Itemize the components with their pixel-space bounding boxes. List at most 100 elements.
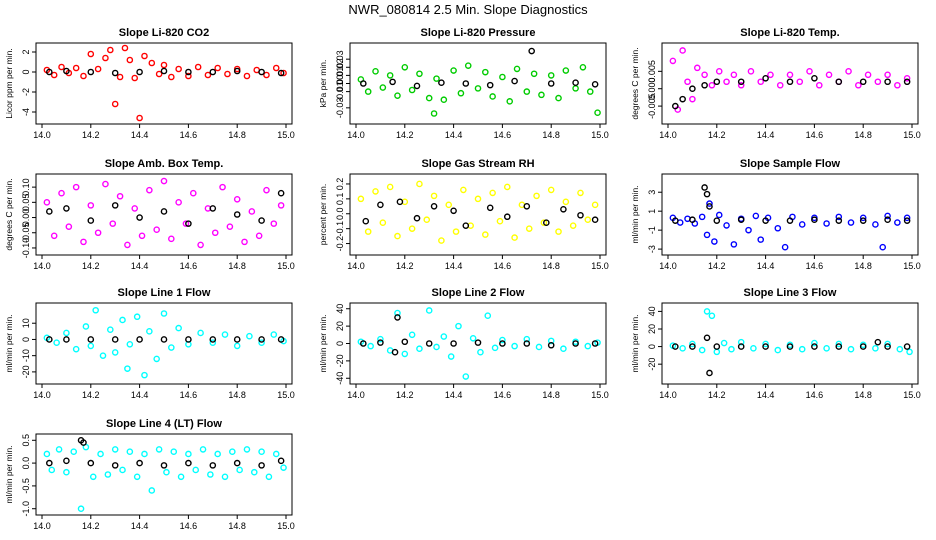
data-point — [170, 448, 178, 455]
highlight-point — [572, 79, 579, 86]
data-point — [715, 211, 723, 219]
data-point — [197, 329, 204, 337]
data-point — [669, 57, 677, 65]
chart-title: Slope Line 4 (LT) Flow — [106, 418, 222, 430]
highlight-point — [377, 339, 384, 346]
highlight-point — [258, 217, 265, 224]
chart-panel-5: Slope Gas Stream RH 14.0 14.2 14.4 14.6 14.8 1… — [318, 158, 609, 271]
highlight-point — [87, 459, 95, 467]
data-point — [728, 345, 735, 353]
highlight-point — [703, 190, 711, 198]
data-point — [560, 345, 567, 353]
data-point — [386, 72, 394, 79]
highlight-point — [486, 81, 494, 89]
y-tick-label: 0.03 — [335, 50, 345, 68]
data-point — [762, 340, 769, 348]
data-point — [401, 63, 409, 71]
y-tick-label: 0.00 — [335, 75, 345, 93]
data-point — [250, 468, 258, 476]
data-point — [221, 331, 229, 338]
data-point — [372, 188, 379, 195]
data-point — [82, 323, 90, 330]
highlight-point — [547, 80, 555, 87]
highlight-point — [859, 217, 867, 224]
data-point — [457, 89, 465, 97]
highlight-point — [672, 102, 679, 110]
highlight-point — [63, 457, 70, 465]
data-point — [168, 73, 175, 81]
data-point — [141, 450, 148, 458]
data-point — [163, 468, 170, 476]
chart-panel-6: Slope Sample Flow 14.0 14.2 14.4 14.6 14.8 15.… — [630, 158, 921, 271]
x-tick-label: 14.0 — [659, 130, 677, 140]
data-point — [65, 223, 73, 230]
data-point — [258, 448, 265, 455]
data-point — [270, 331, 278, 338]
data-point — [209, 339, 217, 346]
data-point — [538, 91, 545, 99]
data-point — [233, 195, 241, 203]
data-point — [872, 345, 879, 352]
highlight-point — [136, 336, 143, 343]
data-point — [906, 348, 913, 356]
data-point — [97, 450, 104, 458]
data-point — [272, 64, 280, 72]
chart-title: Slope Li-820 Pressure — [421, 27, 536, 39]
x-tick-label: 14.4 — [757, 261, 775, 271]
y-tick-label: -40 — [335, 372, 345, 385]
highlight-point — [543, 219, 550, 226]
y-tick-label: -3 — [647, 245, 657, 253]
data-point — [708, 312, 716, 320]
data-point — [723, 78, 730, 86]
highlight-point — [209, 68, 217, 76]
data-point — [175, 199, 182, 206]
highlight-point — [689, 343, 696, 350]
data-point — [219, 183, 226, 191]
x-tick-label: 14.0 — [659, 390, 677, 400]
data-point — [72, 183, 80, 191]
data-point — [503, 183, 511, 191]
data-point — [416, 180, 423, 188]
highlight-point — [703, 334, 711, 342]
data-point — [767, 71, 774, 79]
data-point — [752, 212, 760, 220]
highlight-point — [523, 340, 531, 347]
data-point — [226, 223, 234, 230]
highlight-point — [528, 47, 535, 55]
data-point — [104, 471, 112, 478]
y-tick-label: -1.0 — [21, 501, 31, 517]
data-point — [864, 71, 872, 79]
y-tick-label: -0.1 — [335, 221, 345, 237]
y-tick-label: 0 — [335, 341, 345, 346]
data-point — [430, 110, 438, 117]
highlight-point — [762, 74, 769, 82]
x-tick-label: 14.0 — [33, 390, 51, 400]
data-point — [155, 446, 163, 453]
data-point — [243, 72, 251, 80]
data-point — [872, 221, 879, 228]
chart-title: Slope Line 1 Flow — [118, 287, 211, 299]
highlight-point — [835, 343, 843, 350]
data-point — [272, 450, 280, 458]
highlight-point — [136, 68, 143, 76]
data-point — [679, 345, 686, 352]
highlight-point — [679, 95, 686, 103]
data-point — [102, 54, 109, 62]
data-point — [408, 225, 416, 232]
highlight-point — [503, 213, 511, 221]
highlight-point — [233, 211, 241, 218]
data-point — [482, 68, 489, 76]
data-point — [894, 81, 901, 89]
highlight-point — [737, 343, 745, 350]
data-point — [148, 487, 156, 494]
data-point — [243, 446, 251, 453]
data-point — [730, 241, 738, 248]
x-tick-label: 14.4 — [131, 390, 149, 400]
data-point — [246, 332, 253, 340]
data-point — [160, 177, 168, 185]
data-point — [255, 232, 263, 240]
x-tick-label: 14.4 — [131, 521, 149, 531]
data-point — [747, 68, 755, 75]
highlight-point — [425, 340, 433, 347]
x-tick-label: 14.2 — [708, 130, 726, 140]
